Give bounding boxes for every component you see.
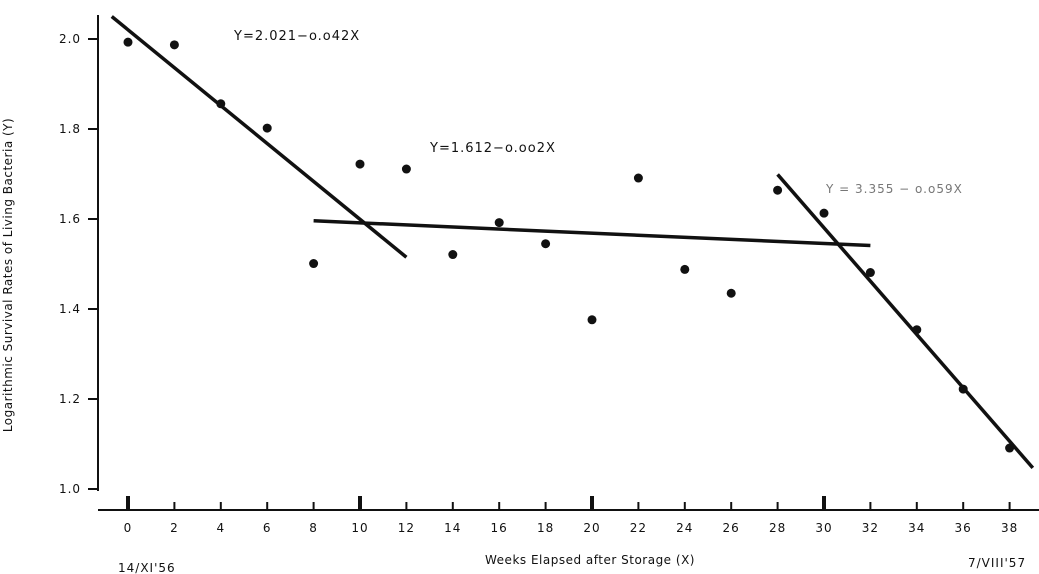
data-point bbox=[448, 250, 458, 260]
x-tick-label: 14 bbox=[444, 521, 461, 535]
x-tick-label: 34 bbox=[908, 521, 925, 535]
x-tick-label: 18 bbox=[537, 521, 554, 535]
x-tick-label: 30 bbox=[815, 521, 832, 535]
data-point bbox=[819, 208, 829, 218]
data-point bbox=[633, 173, 643, 183]
data-point bbox=[123, 37, 133, 47]
data-point bbox=[587, 315, 597, 325]
x-tick-label: 10 bbox=[351, 521, 368, 535]
end-date-label: 7/VIII'57 bbox=[968, 556, 1026, 570]
regression-lines bbox=[110, 15, 1035, 469]
data-point bbox=[958, 384, 968, 394]
x-tick-label: 24 bbox=[676, 521, 693, 535]
x-tick-label: 4 bbox=[216, 521, 225, 535]
y-axis: 1.0 1.2 1.4 1.6 1.8 2.0 bbox=[59, 15, 99, 496]
x-tick-label: 22 bbox=[630, 521, 647, 535]
y-tick-label: 1.2 bbox=[59, 392, 81, 406]
data-point bbox=[309, 259, 319, 269]
data-point bbox=[680, 264, 690, 274]
equation-label-3: Y = 3.355 − o.o59X bbox=[825, 182, 963, 196]
x-tick-label: 38 bbox=[1001, 521, 1018, 535]
y-axis-title: Logarithmic Survival Rates of Living Bac… bbox=[1, 118, 15, 432]
y-tick-label: 1.8 bbox=[59, 122, 81, 136]
y-tick-label: 1.6 bbox=[59, 212, 81, 226]
data-point bbox=[216, 99, 226, 109]
equation-label-2: Y=1.612−o.oo2X bbox=[429, 141, 556, 156]
data-point bbox=[1005, 443, 1015, 453]
data-point bbox=[169, 40, 179, 50]
equation-label-1: Y=2.021−o.o42X bbox=[233, 29, 360, 44]
x-tick-label: 28 bbox=[769, 521, 786, 535]
data-points bbox=[123, 37, 1015, 453]
y-tick-label: 1.0 bbox=[59, 482, 81, 496]
x-tick-label: 16 bbox=[491, 521, 508, 535]
x-tick-label: 2 bbox=[170, 521, 179, 535]
x-tick-label: 6 bbox=[263, 521, 272, 535]
data-point bbox=[494, 218, 504, 228]
x-axis: 0 2 4 6 8 10 12 14 16 18 20 22 24 26 28 30 32 34 36 38 bbox=[98, 496, 1039, 535]
x-tick-label: 20 bbox=[583, 521, 600, 535]
data-point bbox=[726, 288, 736, 298]
x-axis-title: Weeks Elapsed after Storage (X) bbox=[485, 553, 695, 567]
regression-line-2 bbox=[313, 219, 871, 248]
regression-line-3 bbox=[776, 173, 1035, 469]
data-point bbox=[262, 123, 272, 133]
data-point bbox=[865, 268, 875, 278]
x-tick-label: 36 bbox=[955, 521, 972, 535]
x-tick-label: 32 bbox=[862, 521, 879, 535]
regression-line-1 bbox=[110, 15, 408, 259]
start-date-label: 14/XI'56 bbox=[118, 561, 176, 574]
x-tick-label: 0 bbox=[124, 521, 133, 535]
data-point bbox=[912, 325, 922, 335]
x-tick-label: 8 bbox=[309, 521, 318, 535]
y-tick-label: 1.4 bbox=[59, 302, 81, 316]
x-tick-label: 12 bbox=[398, 521, 415, 535]
data-point bbox=[773, 185, 783, 195]
data-point bbox=[401, 164, 411, 174]
data-point bbox=[355, 159, 365, 169]
y-tick-label: 2.0 bbox=[59, 32, 81, 46]
x-tick-label: 26 bbox=[723, 521, 740, 535]
data-point bbox=[541, 239, 551, 249]
